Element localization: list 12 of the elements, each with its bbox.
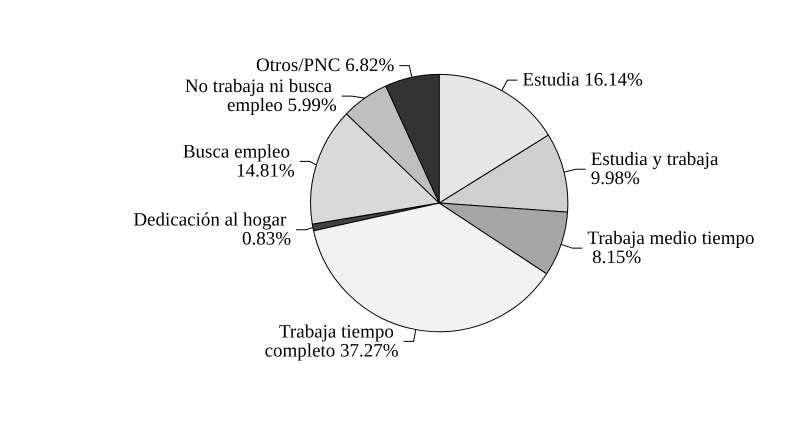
slice-label: Otros/PNC 6.82% (256, 55, 394, 76)
slice-label: Trabaja tiempo completo 37.27% (264, 321, 399, 362)
slice-label: Estudia 16.14% (522, 70, 643, 91)
slice-label: Busca empleo (182, 141, 295, 162)
slice-label: No trabaja ni busca empleo 5.99% (184, 76, 337, 116)
slice-label: Dedicación al hogar (133, 210, 292, 231)
data-label: 0.83% (242, 228, 292, 250)
data-label: 8.15% (587, 247, 642, 268)
slice-label: Trabaja medio tiempo (587, 228, 755, 250)
slice-label: Estudia y trabaja (590, 149, 724, 170)
data-label: 14.81% (236, 160, 295, 182)
data-label: 9.98% (590, 168, 640, 190)
